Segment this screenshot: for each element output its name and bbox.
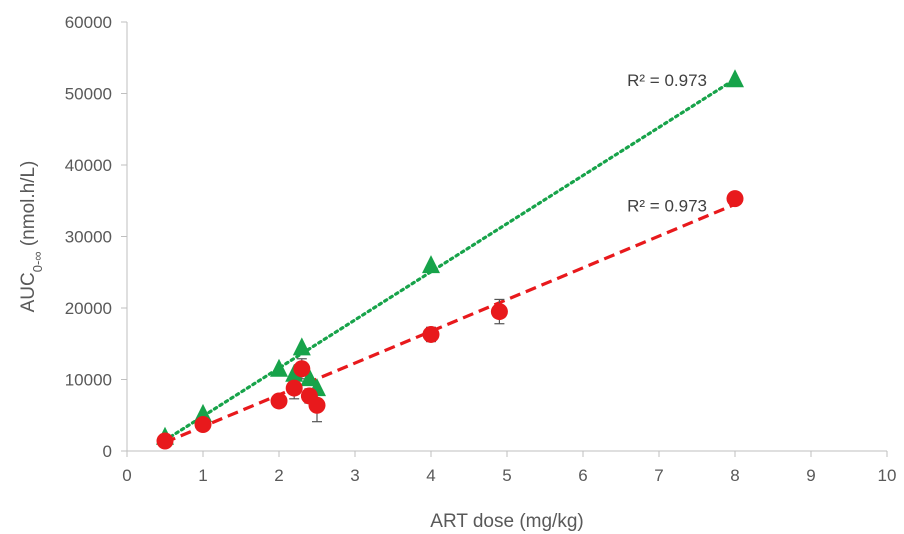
y-axis-title: AUC0-∞ (nmol.h/L) (18, 161, 45, 313)
triangle-point (292, 337, 311, 356)
x-tick-label: 8 (730, 466, 739, 485)
circle-point (490, 303, 508, 321)
x-tick-label: 0 (122, 466, 131, 485)
x-tick-label: 6 (578, 466, 587, 485)
triangle-point (285, 363, 304, 382)
r2-label-2: R² = 0.973 (627, 196, 707, 215)
trendline-1 (163, 77, 737, 442)
x-tick-label: 1 (198, 466, 207, 485)
y-tick-label: 10000 (65, 371, 112, 390)
y-tick-label: 50000 (65, 85, 112, 104)
circle-point (270, 392, 288, 410)
trendlines (163, 77, 737, 444)
circle-point (156, 432, 174, 450)
y-tick-label: 40000 (65, 156, 112, 175)
axes (121, 21, 888, 457)
circle-point (194, 416, 212, 434)
x-tick-label: 7 (654, 466, 663, 485)
trendline-2 (164, 202, 736, 444)
circle-point (285, 379, 303, 397)
x-tick-label: 4 (426, 466, 435, 485)
x-tick-label: 2 (274, 466, 283, 485)
r2-label-1: R² = 0.973 (627, 71, 707, 90)
circle-point (726, 190, 744, 208)
y-tick-label: 60000 (65, 13, 112, 32)
triangle-point (422, 255, 440, 274)
x-tick-label: 5 (502, 466, 511, 485)
triangle-point (194, 403, 212, 422)
y-tick-label: 20000 (65, 299, 112, 318)
triangle-point (270, 358, 288, 377)
circle-point (422, 325, 440, 343)
x-axis-title: ART dose (mg/kg) (430, 511, 583, 532)
data-markers (156, 69, 744, 450)
circle-point (293, 360, 311, 378)
y-tick-label: 0 (103, 442, 112, 461)
labels: 0 1 2 3 4 5 6 7 8 9 10 0 10000 20000 30000 40000 50000 60… (18, 13, 896, 532)
triangle-point (300, 368, 319, 387)
circle-point (308, 396, 326, 414)
x-tick-label: 3 (350, 466, 359, 485)
x-tick-label: 10 (878, 466, 897, 485)
x-tick-label: 9 (806, 466, 815, 485)
y-tick-label: 30000 (65, 228, 112, 247)
triangle-point (726, 69, 744, 88)
